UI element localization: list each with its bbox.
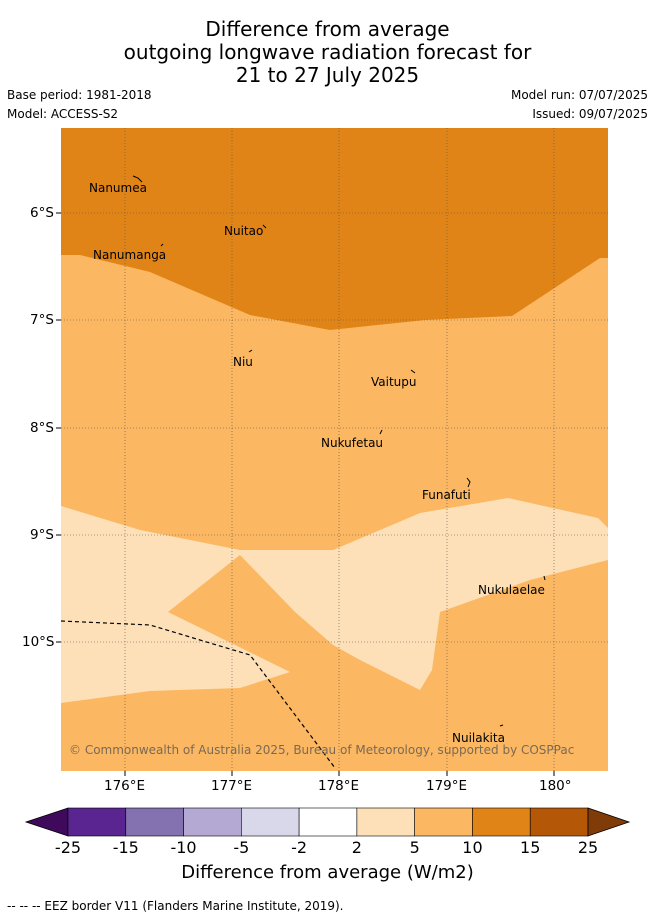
lon-tick-label: 180° — [539, 778, 572, 794]
model-run: Model run: 07/07/2025 — [510, 88, 648, 102]
fill-10-15 — [61, 128, 608, 330]
issued-date: Issued: 09/07/2025 — [532, 107, 648, 121]
colorbar-tick-label: -25 — [54, 838, 82, 857]
base-period: Base period: 1981-2018 — [7, 88, 152, 102]
colorbar-bin — [529, 807, 589, 837]
lat-tick-label: 8°S — [30, 420, 54, 436]
eez-border — [61, 620, 336, 769]
place-label: Funafuti — [422, 488, 471, 502]
place-label: Nuitao — [224, 224, 263, 238]
colorbar-tick-label: 2 — [351, 838, 362, 857]
colorbar-tick-label: 5 — [409, 838, 420, 857]
colorbar-tick-label: -5 — [233, 838, 250, 857]
copyright-text: © Commonwealth of Australia 2025, Bureau… — [69, 743, 574, 757]
place-labels: Nanumea Nuitao Nanumanga Niu Vaitupu Nuk… — [89, 181, 545, 745]
colorbar-tick-label: 25 — [577, 838, 599, 857]
place-label: Nukulaelae — [478, 583, 545, 597]
colorbar-bin — [414, 807, 473, 837]
colorbar-bin — [298, 807, 358, 837]
lat-tick-label: 7°S — [30, 312, 54, 328]
model-name: Model: ACCESS-S2 — [7, 107, 119, 121]
grid-lines — [61, 128, 608, 771]
place-label: Vaitupu — [371, 375, 417, 389]
eez-footer-note: -- -- -- EEZ border V11 (Flanders Marine… — [7, 899, 344, 913]
colorbar-tick-label: -15 — [112, 838, 139, 857]
colorbar-tick-label: 10 — [462, 838, 483, 857]
place-label: Nuilakita — [452, 731, 505, 745]
island-shapes — [132, 175, 546, 727]
colorbar-tick-label: -10 — [170, 838, 197, 857]
colorbar-tick-label: 15 — [520, 838, 541, 857]
colorbar — [24, 807, 631, 837]
colorbar-bin — [125, 807, 184, 837]
colorbar-extend-high — [587, 807, 631, 837]
lon-tick-label: 177°E — [211, 778, 253, 794]
lat-tick-label: 10°S — [22, 634, 55, 650]
title-line-3: 21 to 27 July 2025 — [235, 63, 420, 87]
colorbar-extend-low — [24, 807, 69, 837]
place-label: Nukufetau — [321, 436, 383, 450]
colorbar-bin — [356, 807, 415, 837]
colorbar-bin — [241, 807, 300, 837]
colorbar-bin — [183, 807, 242, 837]
title-line-1: Difference from average — [205, 17, 450, 41]
place-label: Nanumea — [89, 181, 147, 195]
colorbar-bin — [67, 807, 127, 837]
fill-2-5 — [61, 498, 608, 703]
lon-tick-label: 179°E — [426, 778, 468, 794]
lat-tick-label: 9°S — [30, 527, 54, 543]
lon-tick-marks — [56, 212, 555, 776]
colorbar-bin — [472, 807, 531, 837]
place-label: Nanumanga — [93, 248, 166, 262]
lat-tick-label: 6°S — [30, 205, 54, 221]
contour-fills — [61, 128, 608, 771]
title-line-2: outgoing longwave radiation forecast for — [123, 40, 532, 64]
colorbar-tick-label: -2 — [291, 838, 308, 857]
place-label: Niu — [233, 355, 253, 369]
lon-tick-label: 178°E — [318, 778, 360, 794]
lon-tick-label: 176°E — [104, 778, 146, 794]
colorbar-title: Difference from average (W/m2) — [181, 862, 474, 883]
